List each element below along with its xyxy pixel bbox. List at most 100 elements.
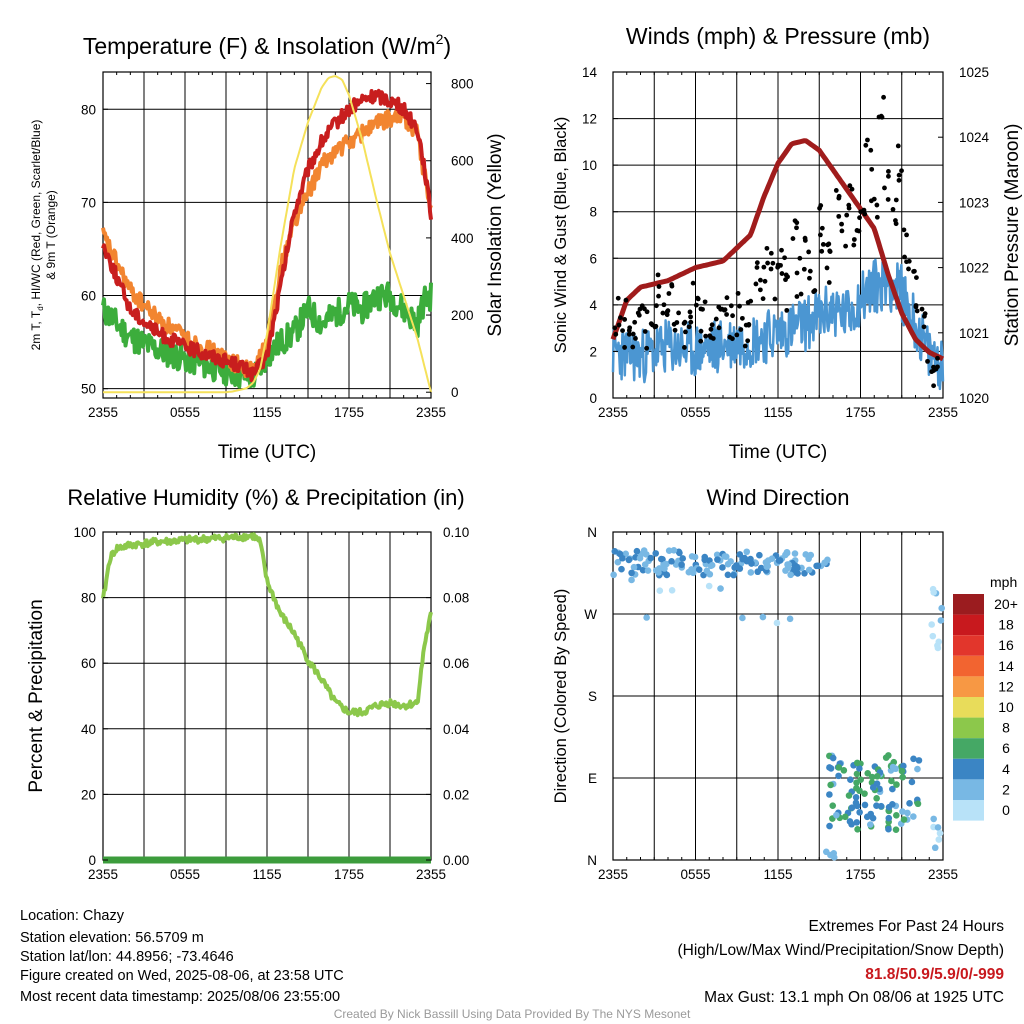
colorbar-swatch xyxy=(953,635,984,656)
gust-point xyxy=(627,325,633,331)
direction-point xyxy=(655,569,662,576)
y-tick-label: 12 xyxy=(582,112,597,127)
direction-point xyxy=(724,560,732,568)
gust-point xyxy=(655,272,661,278)
gust-point xyxy=(635,310,641,316)
gust-point xyxy=(801,266,807,272)
direction-point xyxy=(741,554,748,562)
direction-point xyxy=(791,550,799,557)
direction-point xyxy=(915,757,923,764)
gust-point xyxy=(623,297,629,303)
direction-point xyxy=(889,785,896,793)
x-axis-label: Time (UTC) xyxy=(729,442,828,463)
gust-point xyxy=(906,266,911,272)
direction-point xyxy=(691,553,699,561)
gust-point xyxy=(817,205,822,211)
colorbar-label: 14 xyxy=(998,658,1014,674)
direction-point xyxy=(914,765,921,773)
direction-point xyxy=(665,547,673,554)
y-right-axis-label: Station Pressure (Maroon) xyxy=(1002,124,1023,347)
colorbar-label: 12 xyxy=(998,678,1014,694)
gust-point xyxy=(929,369,935,375)
x-tick-label: 1755 xyxy=(845,867,875,882)
direction-point xyxy=(888,777,895,785)
y-tick-label: 80 xyxy=(81,102,96,117)
direction-point xyxy=(938,604,946,612)
direction-point xyxy=(756,551,763,559)
gust-point xyxy=(698,328,704,334)
gust-point xyxy=(664,312,670,318)
extremes-title: Extremes For Past 24 Hours xyxy=(808,918,1004,935)
y-right-tick-label: 1024 xyxy=(959,130,990,145)
y-right-tick-label: 200 xyxy=(451,308,474,323)
gust-point xyxy=(836,213,842,219)
direction-point xyxy=(773,619,781,627)
colorbar-swatch xyxy=(953,676,984,697)
direction-point xyxy=(625,556,633,563)
direction-point xyxy=(668,587,676,594)
direction-point xyxy=(678,561,685,569)
gust-point xyxy=(896,172,902,178)
temperature-panel: 2355 0555 1155 1755 235550607080020040060080… xyxy=(29,31,506,463)
chart-title-superscript: 2 xyxy=(436,31,444,47)
gust-point xyxy=(778,262,783,268)
y-tick-label: 50 xyxy=(81,382,96,397)
gust-point xyxy=(739,315,745,321)
gust-point xyxy=(630,331,636,337)
colorbar-swatch xyxy=(953,697,984,718)
gust-point xyxy=(686,324,692,330)
gust-point xyxy=(820,241,826,247)
chart-title: Relative Humidity (%) & Precipitation (i… xyxy=(67,485,464,510)
colorbar-swatch xyxy=(953,614,984,636)
y-tick-label: 0 xyxy=(88,853,96,868)
direction-point xyxy=(685,568,693,576)
gust-point xyxy=(682,345,687,350)
direction-point xyxy=(776,557,784,564)
direction-point xyxy=(611,547,619,555)
direction-point xyxy=(835,764,843,771)
direction-point xyxy=(934,644,942,652)
gust-point xyxy=(716,325,722,331)
direction-point xyxy=(833,811,840,819)
direction-point xyxy=(754,568,762,576)
gust-point xyxy=(724,295,730,301)
gust-point xyxy=(737,303,742,309)
gust-point xyxy=(688,319,694,325)
gust-point xyxy=(613,331,619,337)
gust-point xyxy=(849,186,855,192)
gust-point xyxy=(925,358,930,364)
gust-point xyxy=(620,328,625,334)
direction-point xyxy=(853,759,861,767)
colorbar-label: 2 xyxy=(1002,781,1010,797)
gust-point xyxy=(862,211,868,217)
gust-point xyxy=(794,270,800,276)
gust-point xyxy=(869,166,875,172)
direction-point xyxy=(736,565,744,572)
gust-point xyxy=(844,212,850,218)
direction-point xyxy=(853,784,860,792)
direction-point xyxy=(695,566,703,573)
y-tick-label: 6 xyxy=(589,251,597,266)
y-axis-label: Sonic Wind & Gust (Blue, Black) xyxy=(552,117,570,354)
direction-point xyxy=(736,551,744,558)
gust-point xyxy=(683,329,688,335)
direction-point xyxy=(856,808,863,816)
direction-point xyxy=(877,802,885,810)
direction-point xyxy=(705,582,713,590)
direction-point xyxy=(630,563,638,571)
gust-point xyxy=(660,310,666,316)
direction-point xyxy=(652,550,660,557)
gust-point xyxy=(654,303,659,309)
gust-point xyxy=(886,173,891,179)
direction-point xyxy=(899,773,906,781)
gust-point xyxy=(790,236,796,241)
direction-point xyxy=(908,778,916,786)
direction-point xyxy=(661,565,668,572)
gust-point xyxy=(758,277,763,283)
gust-point xyxy=(708,335,714,340)
y-axis-label-end: , HI/WC (Red, Green, Scarlet/Blue) xyxy=(29,120,43,307)
direction-point xyxy=(930,589,937,596)
gust-point xyxy=(935,355,940,361)
gust-point xyxy=(901,227,907,233)
